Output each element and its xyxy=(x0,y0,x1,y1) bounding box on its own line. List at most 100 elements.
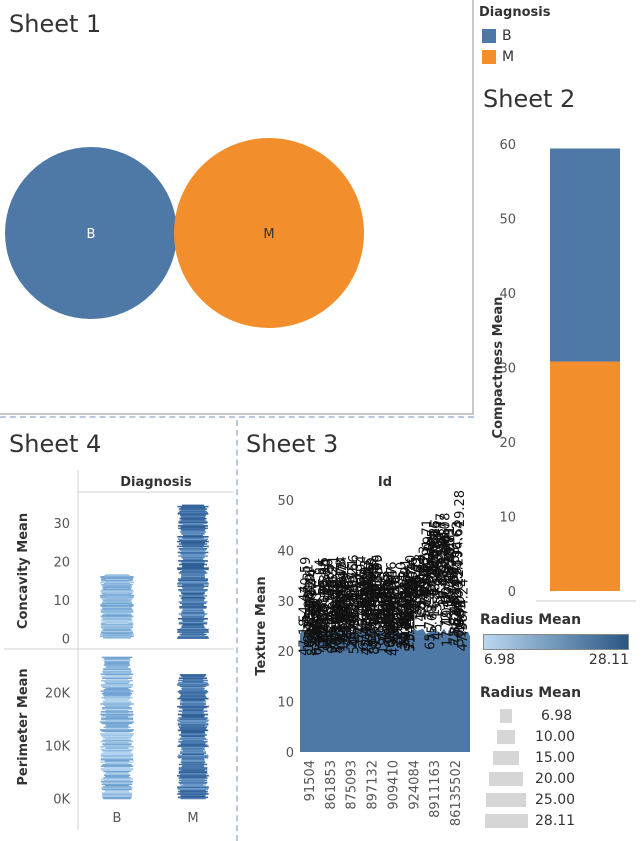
legend-swatch-b xyxy=(482,28,496,43)
sheet3-annotation: 29.28 xyxy=(453,490,468,527)
sheet3-data-label: 88.20 xyxy=(429,562,444,599)
sheet4-strip-mark xyxy=(102,764,132,766)
sheet4-strip-mark xyxy=(181,736,205,739)
bubble-m[interactable] xyxy=(174,138,364,328)
legend-item-b[interactable]: B xyxy=(479,25,550,46)
radius-color-min: 6.98 xyxy=(484,652,516,668)
size-legend-item[interactable]: 6.98 xyxy=(483,707,633,727)
sheet4-strip-mark xyxy=(182,537,204,539)
sheet4-strip-mark xyxy=(100,754,134,757)
sheet3-data-label: 23.97 xyxy=(337,563,352,600)
sheet4-strip-mark xyxy=(182,593,204,596)
sheet4-strip-mark xyxy=(178,710,208,712)
sheet3-data-label: 83.86 xyxy=(400,575,415,612)
sheet3-data-label: 12.52 xyxy=(450,591,465,628)
size-legend-item[interactable]: 15.00 xyxy=(483,749,633,769)
sheet3-ytick-label: 0 xyxy=(286,746,294,761)
sheet3-ytick-label: 40 xyxy=(277,544,294,559)
sheet3-data-label: 27.10 xyxy=(346,593,361,630)
sheet4-strip-mark xyxy=(177,787,209,790)
legend-label-b: B xyxy=(502,27,512,44)
sheet4-strip-mark xyxy=(181,611,205,614)
sheet3-data-label: 70.75 xyxy=(317,559,332,596)
sheet3-data-label: 51.10 xyxy=(432,567,447,604)
sheet4-strip-mark xyxy=(182,764,204,767)
sheet4-strip-mark xyxy=(181,704,205,707)
sheet3-data-label: 60.53 xyxy=(341,577,356,614)
sheet3-data-label: 37.65 xyxy=(422,560,437,597)
sheet3-area xyxy=(300,636,470,752)
sheet4-strip-mark xyxy=(105,738,129,740)
diagnosis-legend: Diagnosis B M xyxy=(479,5,550,67)
sheet3-data-label: 15.56 xyxy=(317,613,332,650)
sheet4-strip-mark xyxy=(178,572,208,574)
sheet4-strip-mark xyxy=(105,687,129,690)
sheet4-strip-mark xyxy=(180,507,206,509)
sheet3-data-label: 65.76 xyxy=(386,596,401,633)
sheet4-strip-mark xyxy=(182,784,204,786)
sheet4-strip-mark xyxy=(101,735,133,738)
sheet4-strip-mark xyxy=(178,548,208,550)
sheet3-data-label: 39.87 xyxy=(343,572,358,609)
size-label: 15.00 xyxy=(535,750,576,766)
sheet4-strip-mark xyxy=(105,709,129,712)
sheet3-data-label: 75.89 xyxy=(403,578,418,615)
sheet4-strip-mark xyxy=(105,742,129,744)
sheet4-strip-mark xyxy=(178,771,208,774)
sheet4-strip-mark xyxy=(182,686,204,689)
sheet4-strip-mark xyxy=(180,675,206,677)
sheet4-strip-mark xyxy=(178,618,208,620)
sheet4-strip-mark xyxy=(182,523,204,526)
size-legend-item[interactable]: 28.11 xyxy=(483,812,633,832)
size-label: 10.00 xyxy=(535,729,576,745)
sheet3-data-label: 85.16 xyxy=(444,538,459,575)
size-swatch xyxy=(497,730,515,744)
sheet4-strip-mark xyxy=(101,778,133,780)
sheet4-strip-mark xyxy=(101,769,133,771)
sheet3-data-label: 87.83 xyxy=(427,535,442,572)
sheet4-strip-mark xyxy=(103,726,131,729)
size-legend-item[interactable]: 25.00 xyxy=(483,791,633,811)
sheet4-strip-mark xyxy=(178,790,208,793)
sheet4-strip-mark xyxy=(103,668,131,670)
sheet3-data-label: 99.48 xyxy=(336,589,351,626)
sheet4-strip-mark xyxy=(104,695,130,698)
sheet4-strip-mark xyxy=(103,669,131,672)
bubble-b[interactable] xyxy=(5,147,177,319)
sheet4-strip-mark xyxy=(100,690,134,692)
size-legend-item[interactable]: 10.00 xyxy=(483,728,633,748)
sheet3-data-label: 45.15 xyxy=(430,603,445,640)
sheet3-data-label: 30.91 xyxy=(382,579,397,616)
sheet4-strip-mark xyxy=(105,789,129,792)
sheet3-data-label: 10.21 xyxy=(346,559,361,596)
radius-color-ramp[interactable] xyxy=(483,634,629,650)
sheet4-strip-mark xyxy=(178,555,208,557)
sheet3-data-label: 13.30 xyxy=(363,587,378,624)
sheet4-strip-mark xyxy=(180,789,206,792)
sheet4-strip-mark xyxy=(105,747,129,749)
sheet4-strip-mark xyxy=(180,742,206,744)
sheet3-data-label: 74.58 xyxy=(443,535,458,572)
sheet4-strip-mark xyxy=(179,776,207,778)
sheet4-strip-mark xyxy=(178,744,208,746)
sheet4-strip-mark xyxy=(181,716,205,718)
sheet3-data-label: 44.65 xyxy=(379,573,394,610)
sheet3-data-label: 93.74 xyxy=(335,556,350,593)
sheet3-data-label: 24.93 xyxy=(405,578,420,615)
sheet4-strip-mark xyxy=(104,661,130,664)
sheet3-data-label: 97.89 xyxy=(304,574,319,611)
sheet3-data-label: 73.76 xyxy=(406,557,421,594)
sheet3-data-label: 14.52 xyxy=(414,593,429,630)
sheet3-data-label: 72.94 xyxy=(380,586,395,623)
sheet3-data-label: 70.59 xyxy=(299,557,314,594)
legend-item-m[interactable]: M xyxy=(479,46,550,67)
sheet4-strip-mark xyxy=(102,792,132,795)
sheet2-ytick-label: 0 xyxy=(508,585,516,600)
sheet3-data-label: 62.77 xyxy=(329,579,344,616)
sheet4-strip-mark xyxy=(182,584,204,586)
sheet4-strip-mark xyxy=(180,702,206,704)
size-legend-item[interactable]: 20.00 xyxy=(483,770,633,790)
sheet4-strip-mark xyxy=(179,727,207,729)
sheet4-strip-mark xyxy=(180,731,206,734)
sheet4-strip-mark xyxy=(182,739,204,742)
